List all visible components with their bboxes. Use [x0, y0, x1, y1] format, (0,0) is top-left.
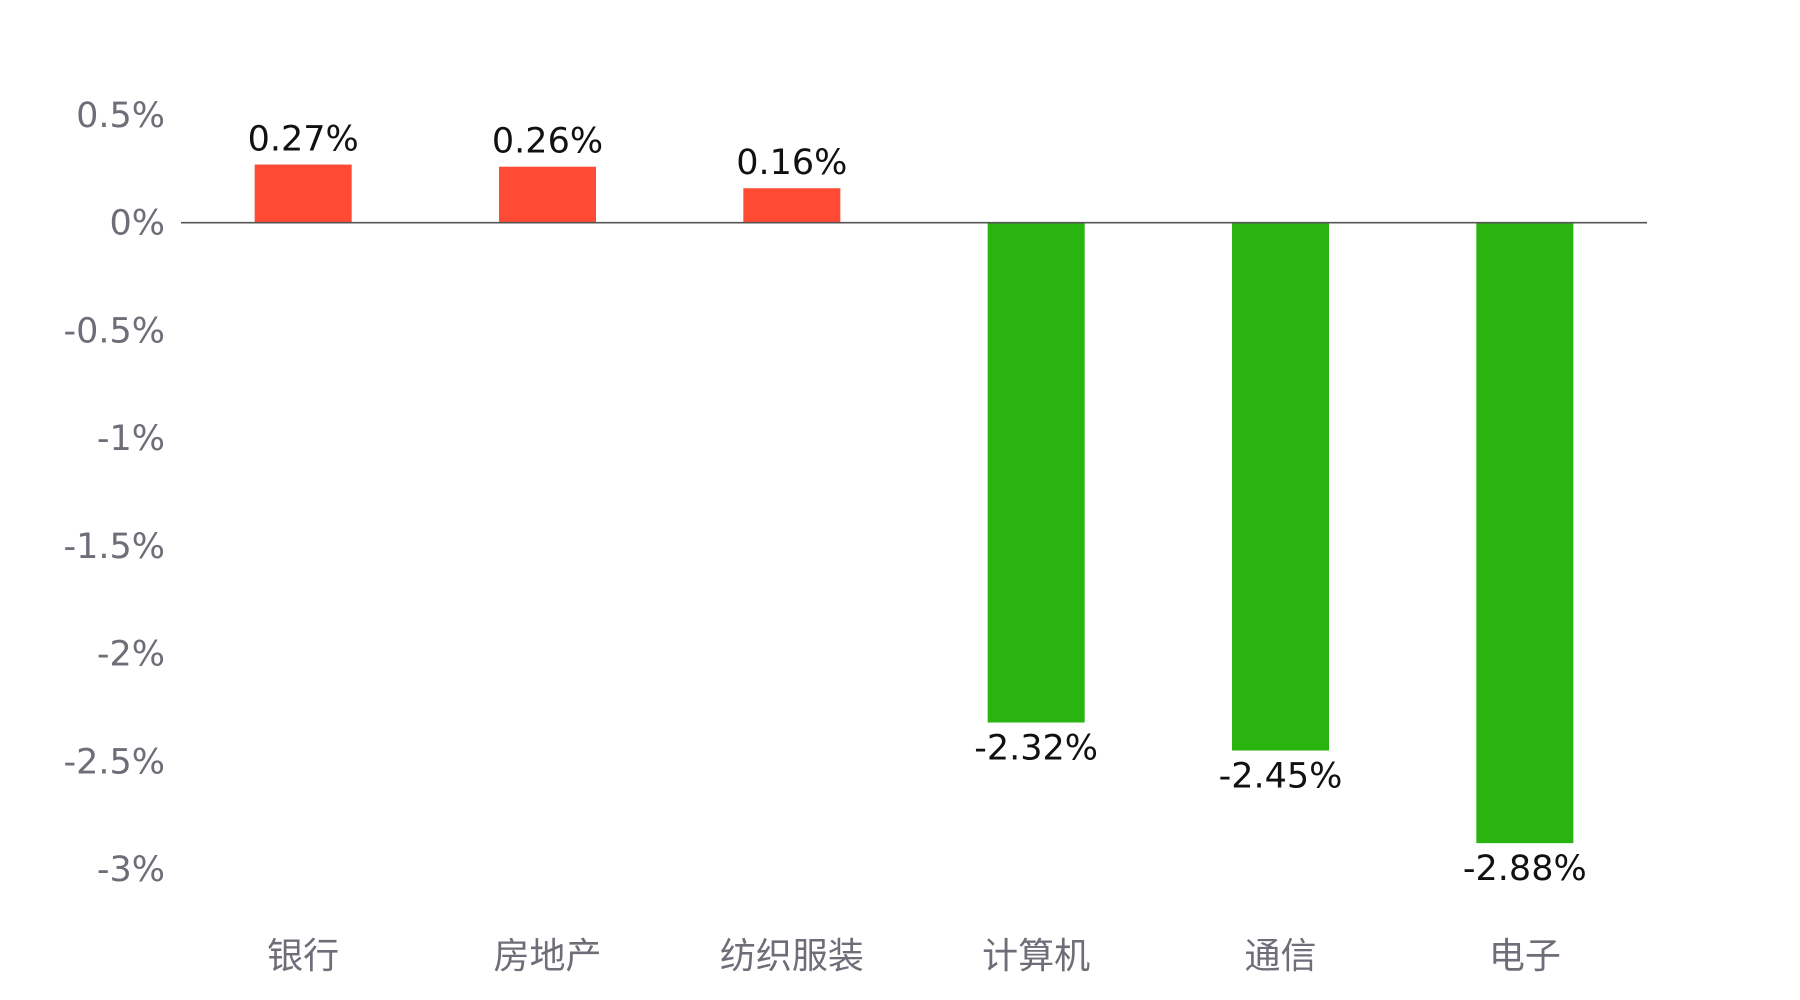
y-tick-label-4: -1.5%	[63, 527, 165, 567]
bar-0	[254, 164, 352, 223]
bar-4	[1232, 222, 1329, 751]
data-label-5: -2.88%	[1463, 849, 1587, 889]
x-tick-label-1: 房地产	[493, 936, 601, 977]
y-tick-label-5: -2%	[97, 635, 165, 675]
y-tick-label-7: -3%	[97, 850, 165, 890]
y-tick-label-2: -0.5%	[63, 311, 165, 351]
x-axis: 银行 房地产 纺织服装 计算机 通信 电子	[267, 936, 1561, 977]
data-label-1: 0.26%	[492, 122, 603, 162]
x-tick-label-2: 纺织服装	[720, 936, 864, 977]
data-labels-group: 0.27% 0.26% 0.16% -2.32% -2.45% -2.88%	[248, 120, 1587, 890]
bar-3	[987, 222, 1085, 723]
bar-1	[499, 166, 596, 223]
data-label-4: -2.45%	[1219, 757, 1343, 797]
y-tick-label-0: 0.5%	[76, 96, 165, 136]
x-tick-label-0: 银行	[267, 936, 339, 977]
y-tick-label-3: -1%	[97, 419, 165, 459]
x-tick-label-3: 计算机	[982, 936, 1090, 977]
y-tick-label-6: -2.5%	[63, 742, 165, 782]
x-tick-label-4: 通信	[1244, 936, 1316, 977]
data-label-0: 0.27%	[248, 120, 359, 160]
bar-5	[1476, 222, 1574, 844]
data-label-2: 0.16%	[736, 143, 847, 183]
y-axis: 0.5% 0% -0.5% -1% -1.5% -2% -2.5% -3%	[63, 96, 165, 890]
bars-group	[254, 164, 1574, 844]
bar-2	[743, 188, 841, 223]
y-tick-label-1: 0%	[109, 204, 165, 244]
x-tick-label-5: 电子	[1489, 936, 1561, 977]
data-label-3: -2.32%	[974, 729, 1098, 769]
